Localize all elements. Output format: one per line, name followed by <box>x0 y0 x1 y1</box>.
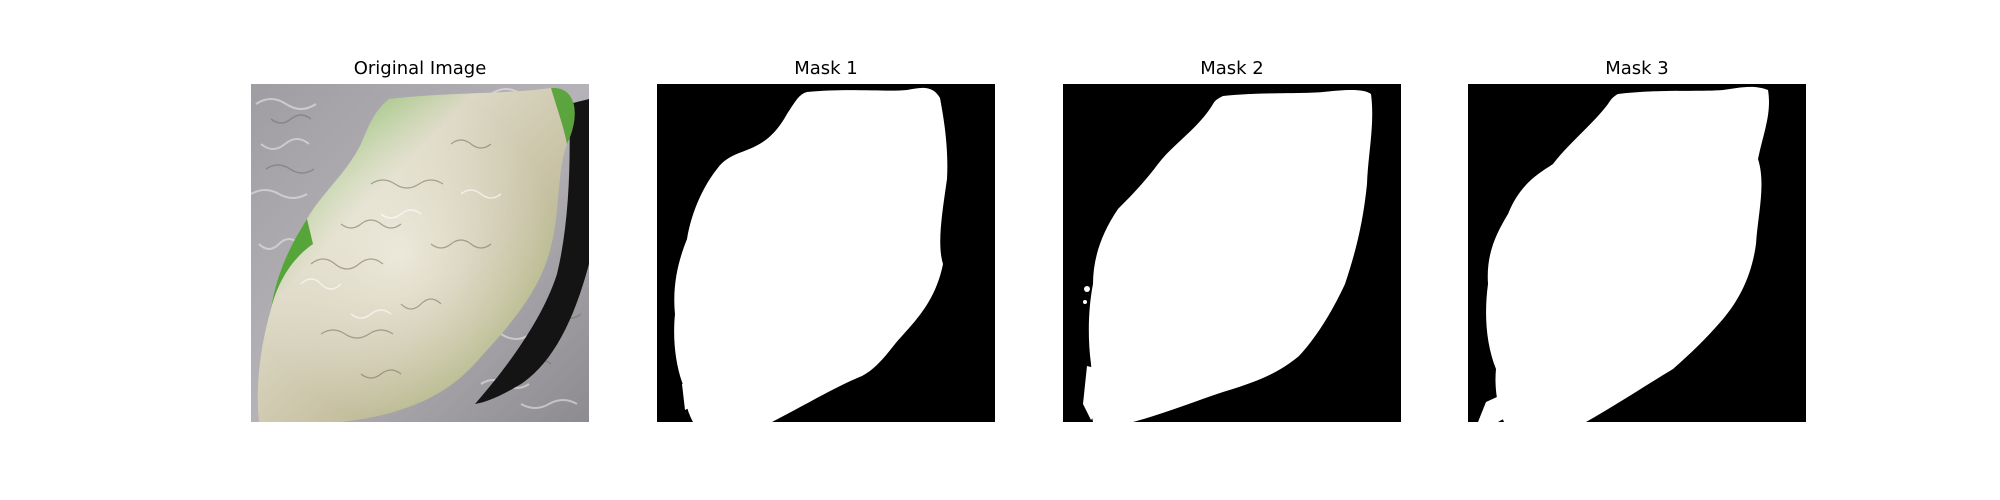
panel-original-image: Original Image <box>251 0 589 430</box>
panel-title: Original Image <box>251 58 589 80</box>
mask-2-image <box>1063 84 1401 422</box>
panel-mask-2: Mask 2 <box>1063 0 1401 430</box>
panel-title: Mask 2 <box>1063 58 1401 80</box>
mask-3-image <box>1468 84 1806 422</box>
panel-title: Mask 3 <box>1468 58 1806 80</box>
original-image <box>251 84 589 422</box>
panel-title: Mask 1 <box>657 58 995 80</box>
panel-mask-1: Mask 1 <box>657 0 995 430</box>
panel-mask-3: Mask 3 <box>1468 0 1806 430</box>
mask-1-image <box>657 84 995 422</box>
